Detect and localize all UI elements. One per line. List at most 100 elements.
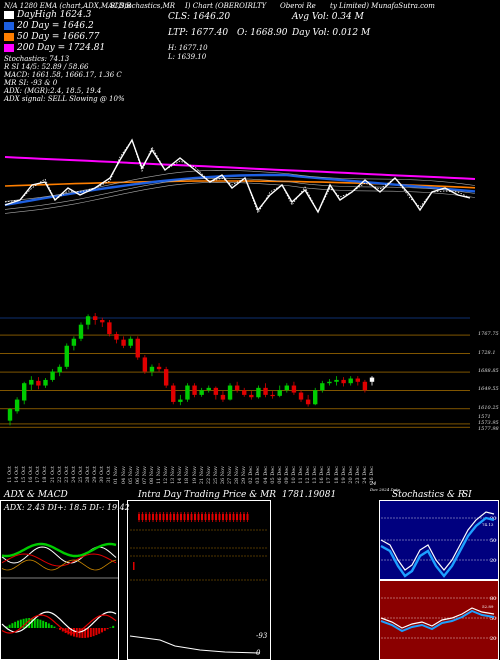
macd-hist-20	[59, 628, 61, 630]
main-chart	[0, 138, 476, 428]
candle-body-47	[341, 379, 346, 384]
candle-body-45	[327, 381, 332, 384]
candle-body-38	[277, 390, 282, 396]
rsi-line	[380, 607, 495, 629]
candle-body-49	[355, 378, 361, 382]
intraday-bar-29	[239, 514, 242, 520]
candle-body-46	[334, 379, 339, 382]
candle-body-27	[199, 390, 204, 395]
candle-body-17	[128, 338, 133, 346]
intraday-bar-16	[194, 514, 196, 520]
macd-hist-18	[53, 626, 56, 628]
macd-hist-6	[19, 619, 22, 628]
rsi-level-label-2: 20	[490, 636, 496, 642]
candle-body-5	[43, 379, 48, 386]
intraday-title: Intra Day Trading Price & MR 1781.19081	[138, 490, 337, 500]
candle-body-1	[14, 399, 20, 412]
stoch-title: Stochastics & R	[392, 490, 465, 500]
candle-body-42	[305, 399, 311, 405]
intraday-bar-4	[152, 514, 154, 520]
macd-hist-39	[112, 625, 115, 628]
ema50-swatch	[4, 32, 14, 41]
rsi-signal-line	[380, 609, 495, 633]
macd-line	[1, 611, 117, 633]
stoch-title-2: SI	[462, 490, 472, 500]
ema200-line	[4, 156, 476, 180]
intraday-bar-20	[208, 514, 210, 520]
candle-body-24	[178, 399, 183, 402]
intraday-bar-31	[246, 514, 249, 520]
intraday-bar-12	[180, 514, 182, 520]
di-plus-line	[1, 542, 117, 558]
ema50-legend: 50 Day = 1666.77	[4, 32, 99, 42]
macd-signal-line	[1, 614, 117, 634]
macd-hist-5	[17, 620, 19, 628]
candle-body-30	[220, 394, 226, 400]
candle-body-3	[29, 379, 34, 385]
intraday-bar-18	[201, 514, 203, 520]
macd-hist-36	[103, 628, 106, 631]
candle-body-15	[114, 334, 119, 340]
day-vol-label: Day Vol: 0.012 M	[292, 28, 371, 38]
macd-hist-15	[45, 622, 47, 628]
header-top-right: I) Chart (OBEROIRLTY	[185, 2, 267, 10]
high-label: H: 1677.10	[168, 44, 208, 52]
avg-vol-label: Avg Vol: 0.34 M	[292, 12, 364, 22]
ltp-label: LTP: 1677.40	[168, 28, 229, 38]
candle-body-51	[369, 377, 375, 382]
intraday-bar-17	[197, 514, 200, 520]
candle-body-18	[135, 338, 140, 358]
candle-body-6	[50, 371, 55, 380]
candle-body-41	[298, 392, 304, 400]
rsi-readout: R SI 14/5: 52.89 / 58.66	[4, 63, 89, 71]
macd-hist-33	[95, 628, 98, 636]
band-line-1	[4, 177, 476, 210]
macd-hist-9	[28, 618, 31, 628]
dotted-price-line	[4, 139, 471, 214]
macd-hist-16	[47, 623, 50, 628]
candle-body-2	[21, 383, 27, 401]
rsi-level-label-1: 50	[490, 616, 496, 622]
macd-hist-34	[98, 628, 101, 634]
rsi-panel	[379, 580, 499, 660]
candle-body-10	[78, 324, 84, 339]
adx-readout: ADX: (MGR):2.4, 18.5, 19.4	[4, 87, 102, 95]
price-label-0: 1767.75	[478, 331, 499, 338]
stoch-level-label-2: 20	[490, 558, 496, 564]
header-top-far-right-2: ty Limited) MunafaSutra.com	[330, 2, 435, 10]
macd-hist-21	[61, 628, 64, 632]
macd-hist-28	[81, 628, 84, 638]
macd-hist-3	[11, 623, 14, 628]
header-top-far-right: Oberoi Re	[280, 2, 316, 10]
intraday-bar-7	[162, 514, 165, 520]
macd-hist-29	[84, 628, 87, 638]
intraday-bar-28	[236, 514, 238, 520]
intraday-bar-23	[218, 514, 221, 520]
candle-body-25	[185, 385, 190, 400]
header-top-mid: SI,Stochastics,MR	[110, 2, 176, 10]
macd-hist-7	[22, 618, 25, 628]
candle-body-7	[57, 366, 62, 373]
candle-body-23	[171, 385, 176, 402]
intraday-bar-1	[141, 514, 144, 520]
adx-aux-line	[1, 559, 117, 571]
macd-hist-14	[42, 620, 45, 628]
intraday-bar-15	[190, 514, 193, 520]
rsi-value-label: 52.89	[482, 604, 494, 609]
candle-body-40	[291, 385, 297, 393]
close-label: CLS: 1646.20	[168, 12, 231, 22]
macd-hist-2	[8, 624, 11, 628]
candle-body-44	[320, 383, 325, 391]
mr-readout: MR SI: -93 & 0	[4, 79, 58, 87]
candle-body-8	[64, 345, 69, 367]
price-label-5: 1571	[478, 414, 491, 420]
ema20-legend: 20 Day = 1646.2	[4, 21, 94, 31]
date-footer: 24	[370, 481, 377, 487]
low-label: L: 1639.10	[168, 53, 207, 61]
macd-hist-30	[87, 628, 89, 638]
candle-body-16	[121, 339, 126, 346]
macd-hist-4	[14, 621, 17, 628]
candle-body-31	[227, 385, 233, 400]
adx-signal: ADX signal: SELL Slowing @ 10%	[4, 95, 125, 103]
